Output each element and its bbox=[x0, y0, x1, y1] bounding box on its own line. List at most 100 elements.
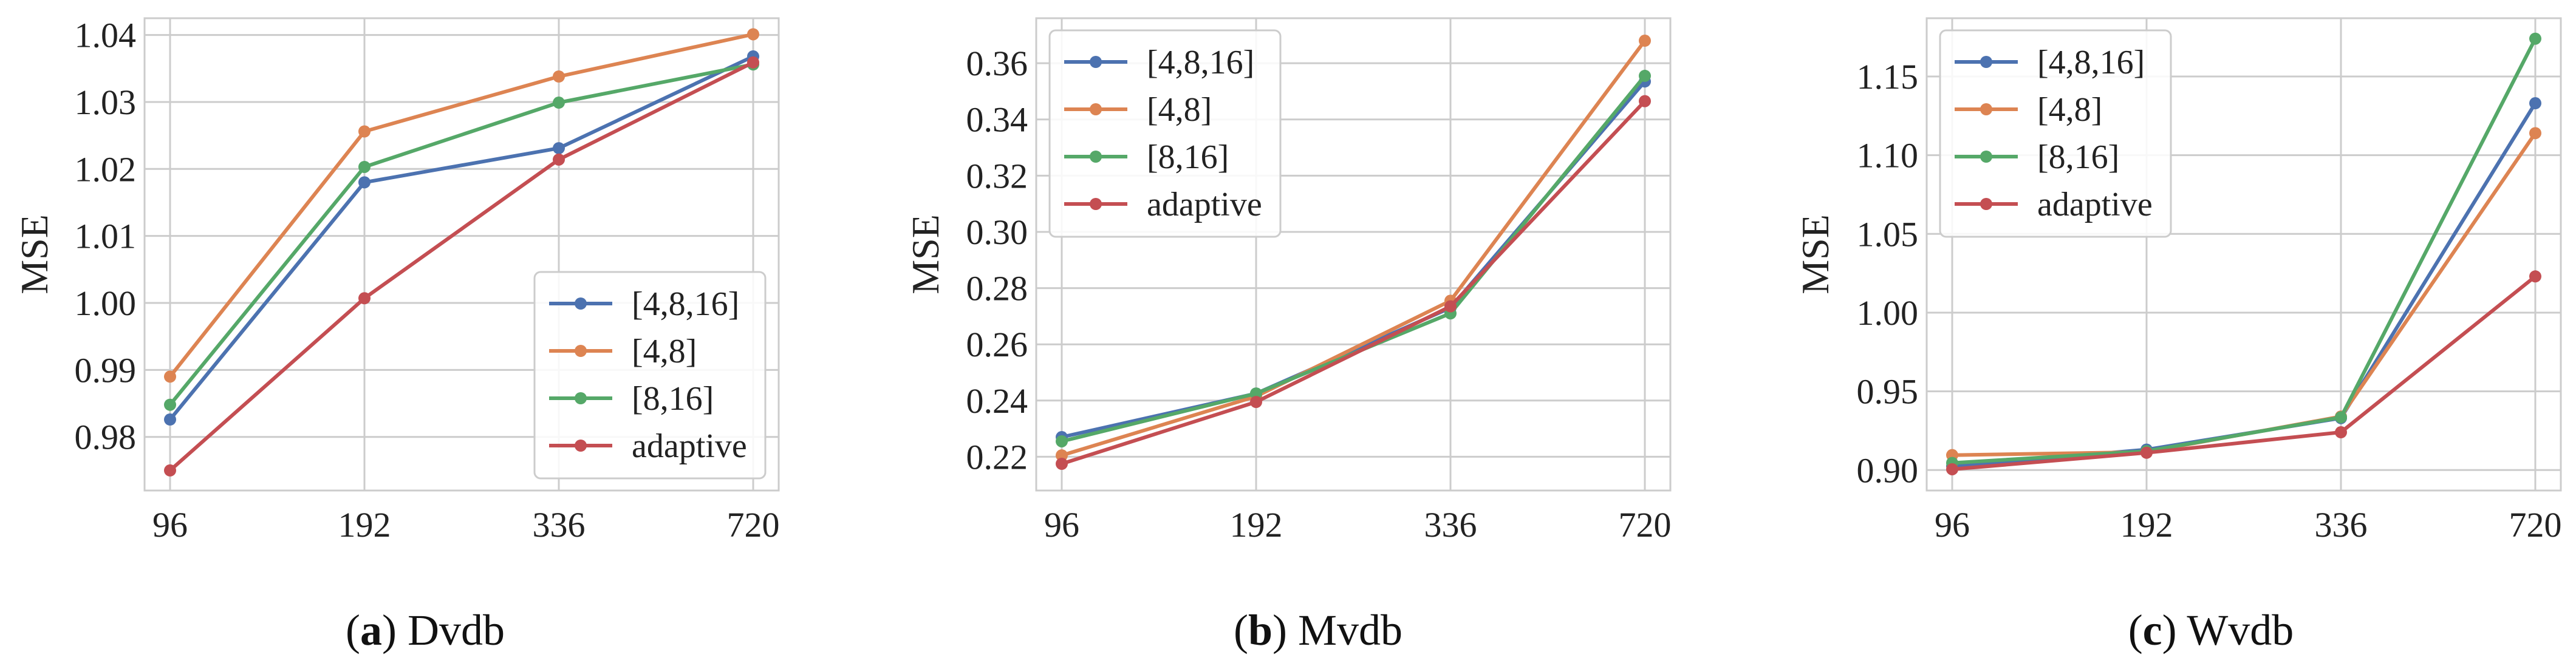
plot-frame bbox=[1035, 17, 1672, 492]
caption-name: Mvdb bbox=[1298, 606, 1402, 654]
series-line bbox=[168, 55, 754, 421]
y-tick-label: 1.01 bbox=[75, 217, 137, 256]
legend-marker bbox=[1090, 103, 1102, 115]
legend-marker bbox=[575, 345, 587, 357]
legend-marker bbox=[575, 440, 587, 452]
legend-marker bbox=[1980, 151, 1992, 163]
x-tick-label: 96 bbox=[1044, 505, 1079, 545]
x-tick-label: 336 bbox=[533, 505, 586, 545]
data-point bbox=[553, 142, 565, 155]
caption-letter: b bbox=[1248, 606, 1273, 654]
caption-paren-open: ( bbox=[346, 606, 360, 654]
y-axis-label: MSE bbox=[13, 214, 56, 294]
legend-label: adaptive bbox=[2037, 186, 2153, 223]
data-point bbox=[164, 413, 176, 426]
data-point bbox=[1639, 95, 1651, 107]
legend-label: [4,8,16] bbox=[632, 285, 739, 323]
legend-label: [4,8] bbox=[632, 333, 697, 370]
series-line bbox=[168, 32, 754, 378]
data-point bbox=[164, 464, 176, 477]
x-tick-label: 96 bbox=[152, 505, 188, 545]
x-tick-label: 720 bbox=[1619, 505, 1672, 545]
series-line bbox=[1952, 274, 2537, 471]
x-tick-label: 96 bbox=[1935, 505, 1970, 545]
y-tick-label: 0.30 bbox=[966, 212, 1028, 252]
caption-letter: c bbox=[2143, 606, 2162, 654]
series-line bbox=[1061, 39, 1647, 457]
data-point bbox=[358, 125, 371, 138]
y-tick-label: 0.24 bbox=[966, 381, 1028, 421]
data-point bbox=[2335, 411, 2347, 424]
data-point bbox=[1639, 35, 1651, 47]
y-tick-label: 0.22 bbox=[966, 437, 1028, 477]
legend-marker bbox=[575, 297, 587, 310]
y-tick-label: 0.95 bbox=[1857, 372, 1919, 412]
caption-paren-open: ( bbox=[2128, 606, 2143, 654]
y-axis-label: MSE bbox=[904, 214, 947, 294]
panel-caption: (a) Dvdb bbox=[346, 606, 505, 654]
legend-label: adaptive bbox=[1147, 186, 1262, 223]
data-point bbox=[1056, 449, 1068, 462]
caption-letter: a bbox=[360, 606, 382, 654]
data-point bbox=[358, 160, 371, 173]
data-point bbox=[553, 70, 565, 83]
y-tick-label: 0.32 bbox=[966, 156, 1028, 195]
y-tick-label: 1.03 bbox=[75, 83, 137, 122]
data-point bbox=[2140, 446, 2153, 459]
x-tick-label: 720 bbox=[727, 505, 780, 545]
y-tick-label: 1.05 bbox=[1857, 214, 1919, 254]
legend-marker bbox=[1090, 56, 1102, 68]
caption-paren-close: ) bbox=[2162, 606, 2187, 654]
y-tick-label: 1.02 bbox=[75, 149, 137, 189]
legend-box bbox=[533, 271, 767, 480]
y-tick-label: 1.00 bbox=[75, 284, 137, 323]
y-tick-label: 0.26 bbox=[966, 325, 1028, 364]
legend-marker bbox=[1980, 103, 1992, 115]
legend-label: [4,8] bbox=[2037, 91, 2102, 129]
data-point bbox=[358, 176, 371, 189]
series-line bbox=[1952, 38, 2537, 465]
series-line bbox=[1061, 100, 1647, 466]
y-tick-label: 1.00 bbox=[1857, 293, 1919, 333]
legend-box bbox=[1048, 29, 1282, 238]
y-tick-label: 0.36 bbox=[966, 44, 1028, 83]
caption-name: Dvdb bbox=[408, 606, 505, 654]
data-point bbox=[1639, 69, 1651, 82]
legend: [4,8,16] [4,8] [8,16] adaptive bbox=[1939, 29, 2172, 238]
caption-paren-open: ( bbox=[1234, 606, 1248, 654]
legend-marker bbox=[1980, 56, 1992, 68]
x-tick-label: 720 bbox=[2509, 505, 2562, 545]
series-line bbox=[169, 61, 754, 472]
legend: [4,8,16] [4,8] [8,16] adaptive bbox=[533, 271, 767, 480]
caption-name: Wvdb bbox=[2187, 606, 2294, 654]
chart-panel-c: 0.90 0.95 1.00 1.05 1.10 1.15 96 192 336 720 MSE [4… bbox=[1794, 17, 2562, 654]
caption-paren-close: ) bbox=[1273, 606, 1298, 654]
data-point bbox=[164, 398, 176, 411]
plot-frame bbox=[143, 17, 780, 492]
legend-box bbox=[1939, 29, 2172, 238]
legend-label: [8,16] bbox=[2037, 138, 2119, 176]
data-point bbox=[2529, 32, 2541, 45]
chart-panel-b: 0.22 0.24 0.26 0.28 0.30 0.32 0.34 0.36 96 192 336… bbox=[904, 17, 1672, 654]
data-point bbox=[1056, 435, 1068, 447]
data-point bbox=[747, 28, 759, 41]
legend-marker bbox=[575, 392, 587, 404]
series-line bbox=[168, 63, 754, 406]
legend-label: adaptive bbox=[632, 427, 747, 465]
legend-label: [4,8,16] bbox=[1147, 44, 1254, 81]
x-tick-label: 192 bbox=[1230, 505, 1283, 545]
chart-panel-a: 0.98 0.99 1.00 1.01 1.02 1.03 1.04 96 192 336 720 M… bbox=[13, 16, 780, 654]
y-tick-label: 1.15 bbox=[1857, 57, 1919, 97]
data-point bbox=[2529, 127, 2541, 140]
y-tick-label: 0.99 bbox=[75, 350, 137, 390]
y-tick-label: 0.98 bbox=[75, 418, 137, 457]
data-point bbox=[553, 153, 565, 166]
legend-marker bbox=[1090, 198, 1102, 210]
panel-caption: (c) Wvdb bbox=[2128, 606, 2294, 654]
legend-label: [8,16] bbox=[632, 380, 714, 418]
x-tick-label: 336 bbox=[1424, 505, 1477, 545]
caption-paren-close: ) bbox=[382, 606, 408, 654]
legend-label: [4,8,16] bbox=[2037, 44, 2145, 81]
y-axis-label: MSE bbox=[1794, 214, 1837, 294]
